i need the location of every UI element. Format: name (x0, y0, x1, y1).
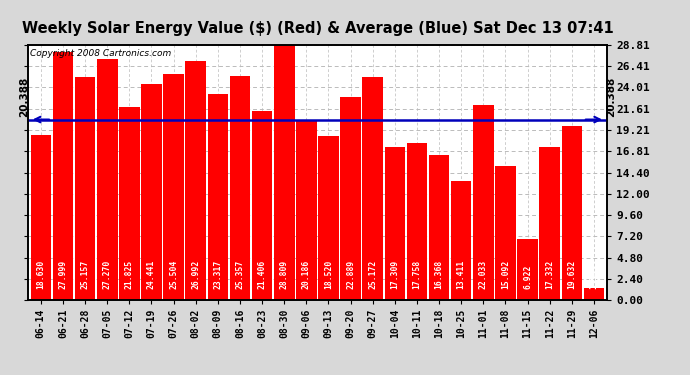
Bar (540, 147, 560, 300)
Text: Copyright 2008 Cartronics.com: Copyright 2008 Cartronics.com (30, 49, 172, 58)
Bar (562, 126, 582, 300)
Bar (584, 288, 604, 300)
Text: 26.992: 26.992 (191, 260, 200, 290)
Bar (141, 84, 161, 300)
Text: 17.309: 17.309 (391, 260, 400, 290)
Text: 18.630: 18.630 (37, 260, 46, 290)
Bar (318, 136, 339, 300)
Text: 25.357: 25.357 (235, 260, 244, 290)
Bar (30, 135, 51, 300)
Bar (362, 77, 383, 300)
Text: 22.033: 22.033 (479, 260, 488, 290)
Text: 20.186: 20.186 (302, 260, 310, 290)
Text: 17.758: 17.758 (413, 260, 422, 290)
Bar (75, 77, 95, 300)
Bar (296, 122, 317, 300)
Bar (428, 155, 449, 300)
Text: Weekly Solar Energy Value ($) (Red) & Average (Blue) Sat Dec 13 07:41: Weekly Solar Energy Value ($) (Red) & Av… (21, 21, 613, 36)
Text: 13.411: 13.411 (457, 260, 466, 290)
Bar (384, 147, 405, 300)
Text: 17.332: 17.332 (545, 260, 554, 290)
Bar (451, 181, 471, 300)
Text: 16.368: 16.368 (435, 260, 444, 290)
Text: 23.317: 23.317 (213, 260, 222, 290)
Text: 27.270: 27.270 (103, 260, 112, 290)
Bar (186, 61, 206, 300)
Text: 25.157: 25.157 (81, 260, 90, 290)
Text: 21.825: 21.825 (125, 260, 134, 290)
Text: 20.388: 20.388 (19, 76, 29, 117)
Text: 19.632: 19.632 (567, 260, 576, 290)
Text: 27.999: 27.999 (59, 260, 68, 290)
Text: 18.520: 18.520 (324, 260, 333, 290)
Bar (340, 98, 361, 300)
Bar (52, 52, 73, 300)
Bar (518, 239, 538, 300)
Text: 28.809: 28.809 (279, 260, 288, 290)
Bar (473, 105, 493, 300)
Bar (208, 94, 228, 300)
Bar (230, 76, 250, 300)
Bar (252, 111, 273, 300)
Text: 21.406: 21.406 (257, 260, 266, 290)
Bar (97, 58, 117, 300)
Bar (119, 107, 139, 300)
Text: 20.388: 20.388 (606, 76, 616, 117)
Text: 6.922: 6.922 (523, 265, 532, 290)
Bar (274, 45, 295, 300)
Text: 15.092: 15.092 (501, 260, 510, 290)
Text: 22.889: 22.889 (346, 260, 355, 290)
Bar (495, 166, 515, 300)
Bar (164, 74, 184, 300)
Text: 25.504: 25.504 (169, 260, 178, 290)
Text: 1.369: 1.369 (589, 265, 598, 290)
Bar (406, 143, 427, 300)
Text: 25.172: 25.172 (368, 260, 377, 290)
Text: 24.441: 24.441 (147, 260, 156, 290)
